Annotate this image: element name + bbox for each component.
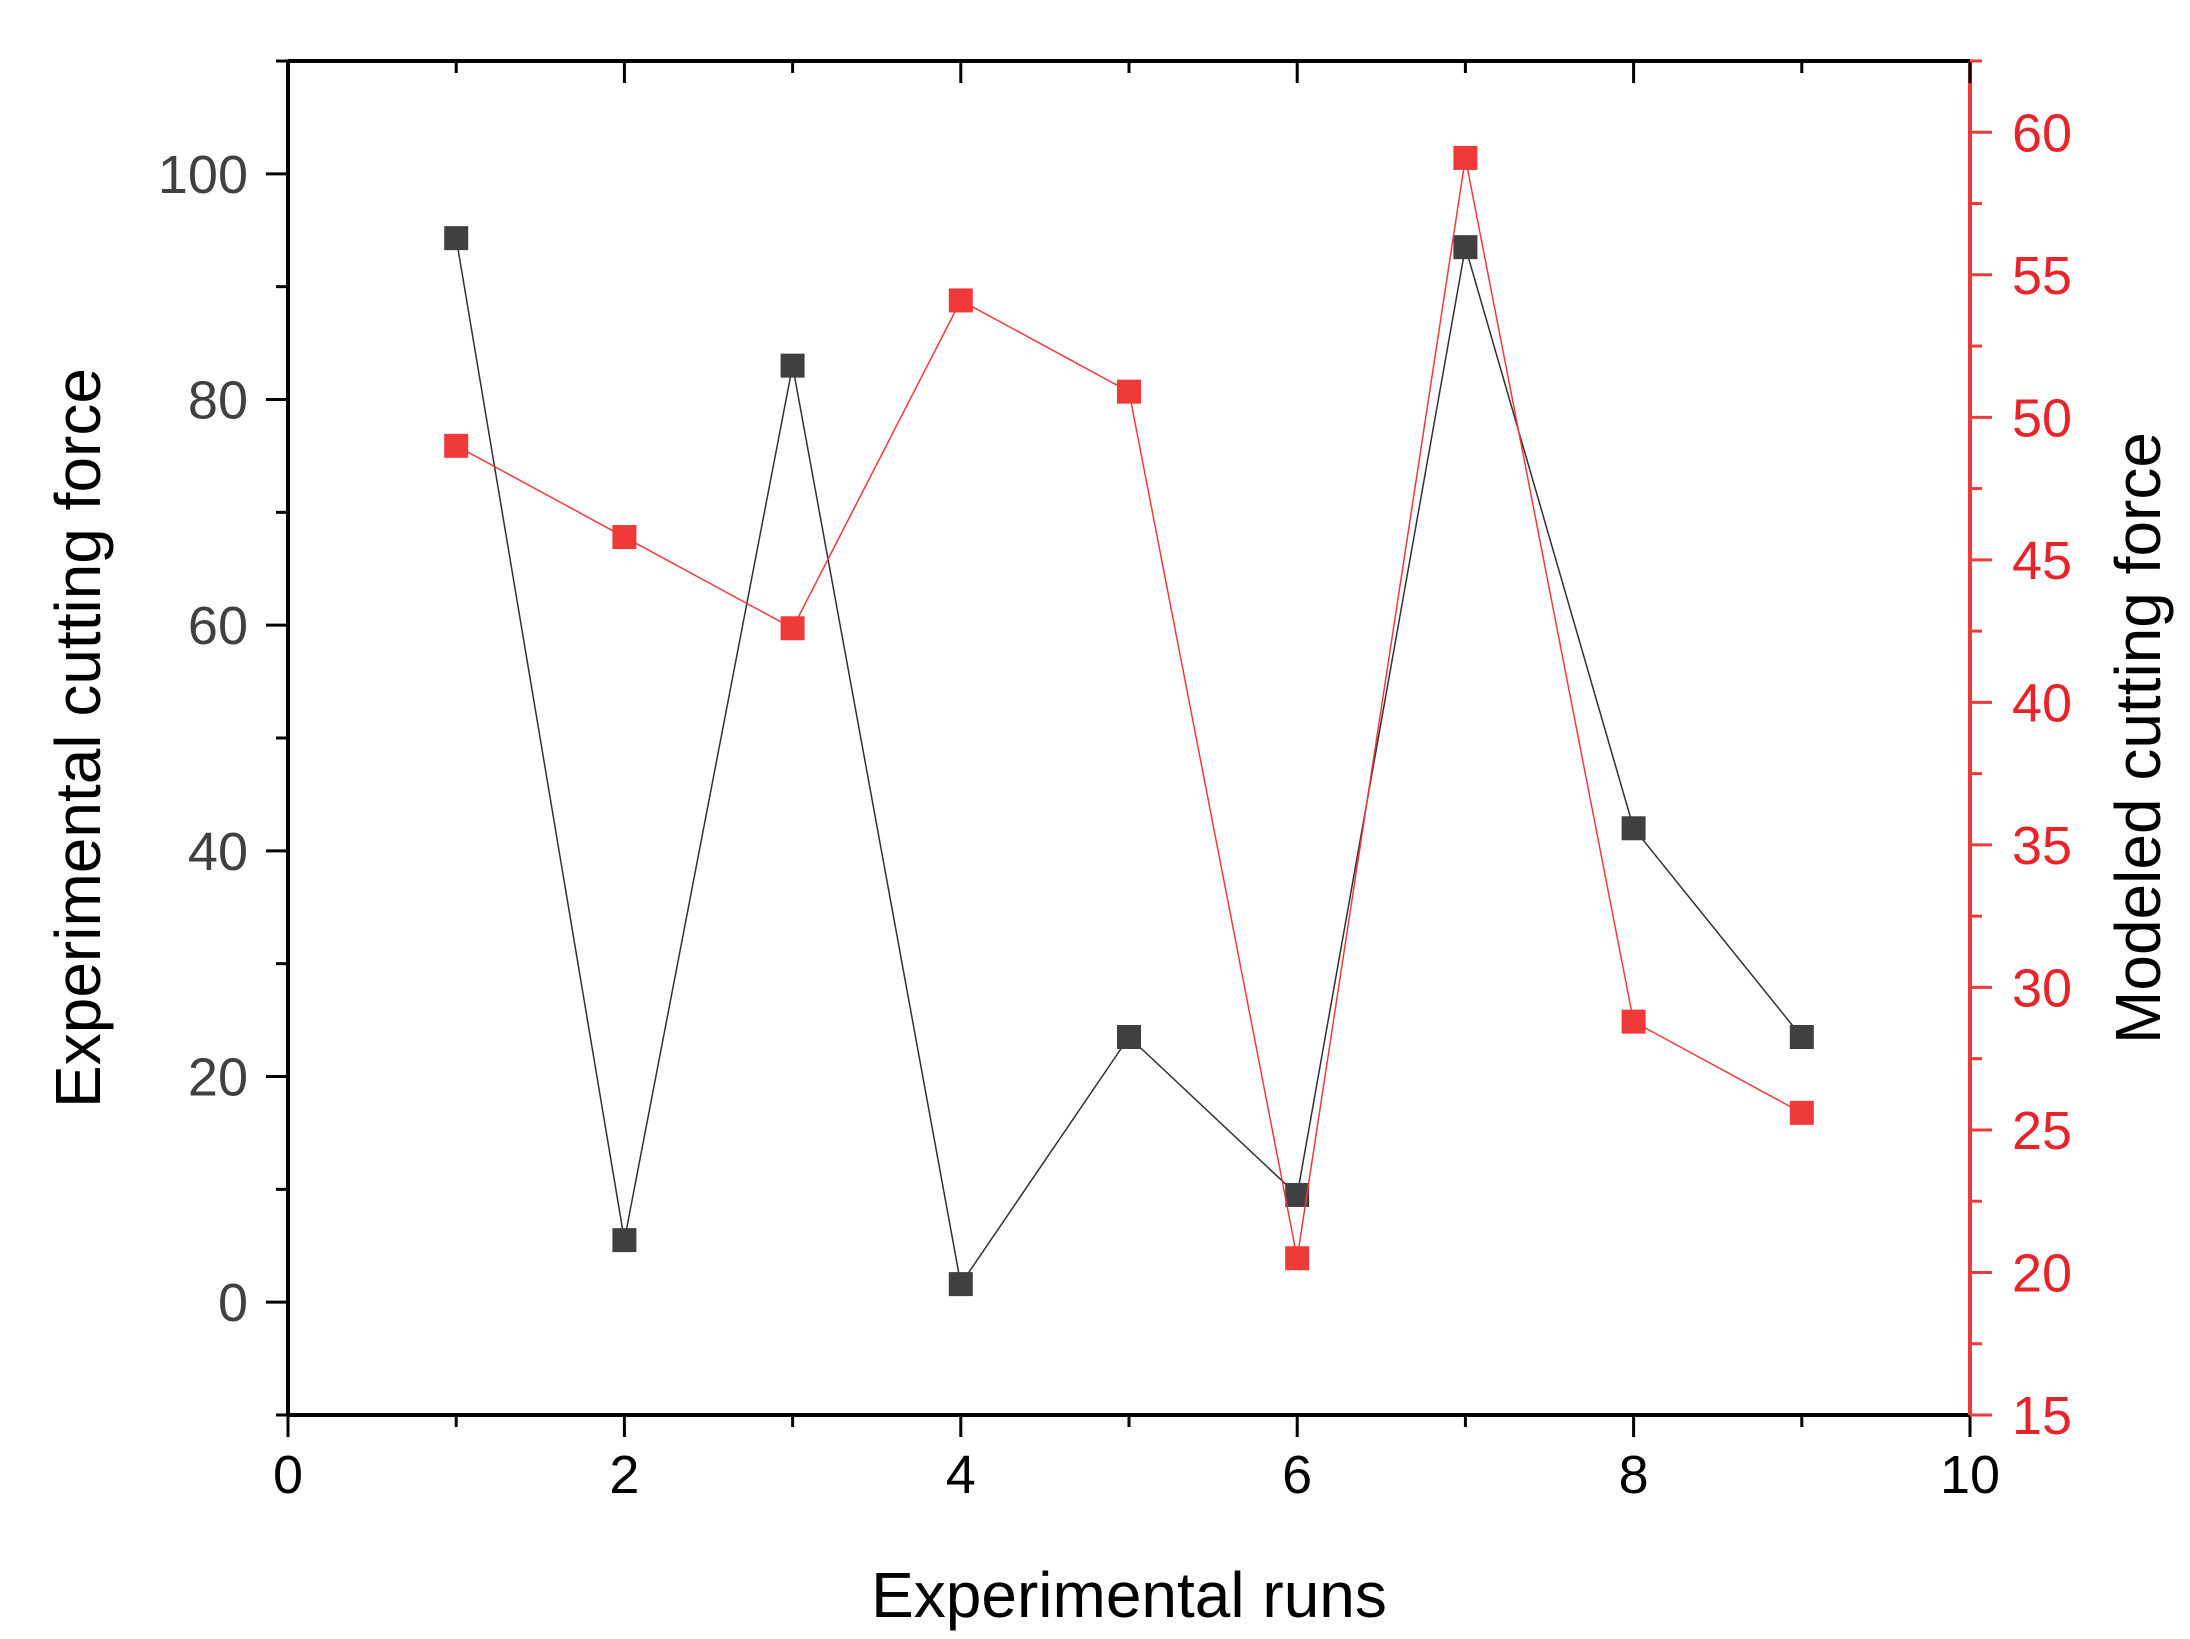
y-right-tick-label: 50: [2012, 388, 2072, 448]
y-left-tick-label: 20: [188, 1048, 248, 1108]
y-right-tick-label: 45: [2012, 531, 2072, 591]
y-right-tick-label: 15: [2012, 1386, 2072, 1446]
y-right-tick-label: 25: [2012, 1101, 2072, 1161]
y-right-tick-label: 60: [2012, 103, 2072, 163]
x-tick-label: 2: [609, 1445, 639, 1505]
left-series-point: [1789, 1025, 1814, 1050]
y-left-tick-label: 60: [188, 596, 248, 656]
x-tick-label: 4: [946, 1445, 976, 1505]
right-series-point: [1117, 379, 1141, 404]
y-right-tick-label: 30: [2012, 958, 2072, 1018]
y-left-tick-label: 80: [188, 371, 248, 431]
x-tick-label: 0: [273, 1445, 303, 1505]
left-series-point: [612, 1228, 637, 1253]
right-series-point: [780, 616, 805, 641]
x-axis-title: Experimental runs: [871, 1559, 1387, 1631]
y-right-tick-label: 35: [2012, 816, 2072, 876]
right-series-point: [948, 288, 973, 313]
right-series-point: [444, 433, 469, 458]
left-y-axis-title: Experimental cutting force: [42, 368, 114, 1108]
left-series-point: [1453, 235, 1478, 260]
right-series-point: [1789, 1100, 1814, 1125]
y-right-tick-label: 20: [2012, 1243, 2072, 1303]
series-layer: [444, 145, 1814, 1297]
x-tick-label: 10: [1940, 1445, 2000, 1505]
right-y-axis-title: Modeled cutting force: [2102, 432, 2174, 1044]
right-series-point: [1621, 1009, 1646, 1034]
right-series-point: [1285, 1246, 1310, 1271]
y-left-tick-label: 100: [158, 145, 248, 205]
left-series-point: [444, 226, 469, 251]
left-series-point: [1621, 816, 1646, 841]
y-left-tick-label: 0: [218, 1273, 248, 1333]
x-tick-label: 8: [1619, 1445, 1649, 1505]
right-series-line: [455, 157, 1803, 1259]
left-series-point: [1117, 1025, 1141, 1050]
y-right-tick-label: 55: [2012, 246, 2072, 306]
left-series-point: [780, 353, 805, 378]
y-left-tick-label: 40: [188, 822, 248, 882]
x-tick-label: 6: [1282, 1445, 1312, 1505]
y-right-tick-label: 40: [2012, 673, 2072, 733]
left-series-point: [948, 1272, 973, 1297]
right-series-point: [612, 525, 637, 550]
right-series-point: [1453, 145, 1478, 170]
